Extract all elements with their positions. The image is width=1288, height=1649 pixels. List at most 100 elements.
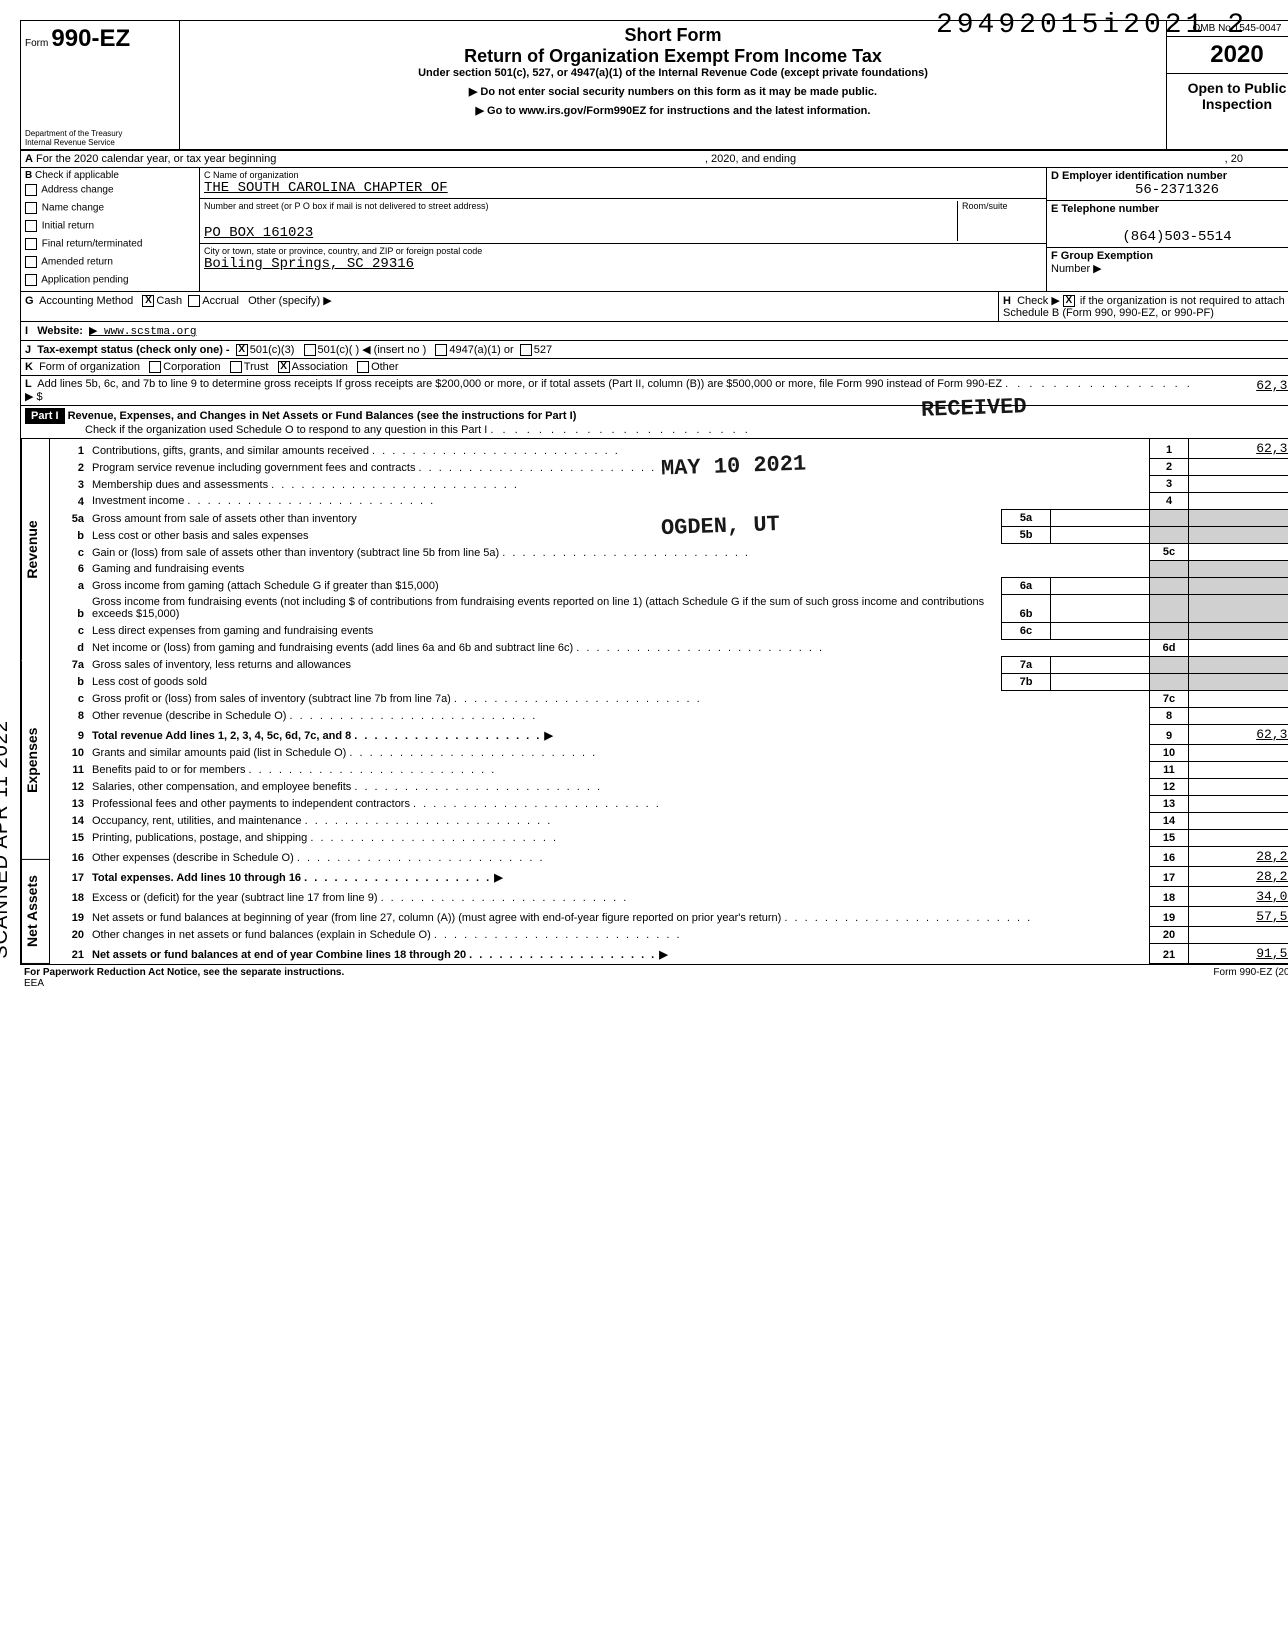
line-desc: Net assets or fund balances at beginning…: [88, 906, 1150, 926]
line-desc: Grants and similar amounts paid (list in…: [88, 744, 1150, 761]
trust-checkbox[interactable]: [230, 361, 242, 373]
sched-b-checkbox[interactable]: X: [1063, 295, 1075, 307]
line-a-mid: , 2020, and ending: [705, 153, 796, 165]
line-a-end: , 20: [1225, 153, 1243, 165]
line-box: 6d: [1150, 639, 1189, 656]
scanned-stamp: SCANNED APR 11 2022: [0, 720, 13, 959]
line-desc: Total revenue Add lines 1, 2, 3, 4, 5c, …: [88, 724, 1150, 744]
cash-checkbox[interactable]: X: [142, 295, 154, 307]
short-form: Short Form: [184, 25, 1162, 46]
line-desc: Salaries, other compensation, and employ…: [88, 778, 1150, 795]
line-number: 7a: [50, 656, 88, 673]
mid-amount: [1051, 527, 1150, 544]
mid-box: 6c: [1002, 622, 1051, 639]
label-h: H: [1003, 295, 1011, 307]
line-amount: 62,310: [1189, 724, 1288, 744]
line-number: 20: [50, 926, 88, 943]
4947-label: 4947(a)(1) or: [449, 344, 513, 356]
line-desc: Net income or (loss) from gaming and fun…: [88, 639, 1150, 656]
phone: (864)503-5514: [1051, 229, 1288, 245]
part1-check: Check if the organization used Schedule …: [85, 424, 487, 436]
checkbox[interactable]: [25, 184, 37, 196]
line-box: 20: [1150, 926, 1189, 943]
checkbox[interactable]: [25, 220, 37, 232]
line-number: 13: [50, 795, 88, 812]
line-desc: Occupancy, rent, utilities, and maintena…: [88, 812, 1150, 829]
mid-box: 7a: [1002, 656, 1051, 673]
line-box: 12: [1150, 778, 1189, 795]
line-desc: Membership dues and assessments . . . . …: [88, 476, 1150, 493]
paperwork-notice: For Paperwork Reduction Act Notice, see …: [24, 967, 344, 978]
other-org-checkbox[interactable]: [357, 361, 369, 373]
label-b: B: [25, 170, 32, 181]
line-amount: 28,267: [1189, 846, 1288, 866]
line-number: 1: [50, 439, 88, 459]
label-j: J: [25, 344, 31, 356]
mid-box: 6a: [1002, 577, 1051, 594]
line-k: K Form of organization Corporation Trust…: [21, 359, 1288, 376]
line-number: 11: [50, 761, 88, 778]
line-number: a: [50, 577, 88, 594]
accrual-checkbox[interactable]: [188, 295, 200, 307]
527-label: 527: [534, 344, 552, 356]
box-b-item: Amended return: [41, 257, 113, 268]
line-number: 14: [50, 812, 88, 829]
label-room: Room/suite: [962, 201, 1042, 211]
form-header: Form 990-EZ Department of the Treasury I…: [21, 21, 1288, 151]
527-checkbox[interactable]: [520, 344, 532, 356]
line-desc: Program service revenue including govern…: [88, 459, 1150, 476]
line-number: b: [50, 594, 88, 622]
line-number: 3: [50, 476, 88, 493]
line-k-text: Form of organization: [39, 361, 140, 373]
part1-title: Revenue, Expenses, and Changes in Net As…: [68, 410, 577, 422]
ein: 56-2371326: [1051, 182, 1288, 198]
line-box: 1: [1150, 439, 1189, 459]
website: ▶ www.scstma.org: [89, 326, 196, 338]
line-number: b: [50, 527, 88, 544]
line-number: 18: [50, 886, 88, 906]
line-desc: Printing, publications, postage, and shi…: [88, 829, 1150, 846]
form-prefix: Form: [25, 38, 48, 49]
checkbox[interactable]: [25, 256, 37, 268]
label-f: F Group Exemption: [1051, 250, 1288, 262]
line-amount: [1189, 761, 1288, 778]
line-l-text: Add lines 5b, 6c, and 7b to line 9 to de…: [37, 378, 1002, 390]
mid-amount: [1051, 577, 1150, 594]
line-amount: 57,540: [1189, 906, 1288, 926]
501c3-checkbox[interactable]: X: [236, 344, 248, 356]
mid-amount: [1051, 622, 1150, 639]
line-amount: [1189, 926, 1288, 943]
label-l: L: [25, 378, 32, 390]
form-990ez: Form 990-EZ Department of the Treasury I…: [20, 20, 1288, 965]
header-center: Short Form Return of Organization Exempt…: [180, 21, 1166, 149]
corp-checkbox[interactable]: [149, 361, 161, 373]
assoc-checkbox[interactable]: X: [278, 361, 290, 373]
line-desc: Gaming and fundraising events: [88, 561, 1150, 578]
checkbox[interactable]: [25, 238, 37, 250]
other-label: Other (specify) ▶: [248, 295, 332, 307]
line-desc: Gross amount from sale of assets other t…: [88, 510, 1002, 527]
line-box: 11: [1150, 761, 1189, 778]
tax-year: 2020: [1167, 37, 1288, 74]
box-b: B Check if applicable Address change Nam…: [21, 168, 200, 291]
checkbox[interactable]: [25, 202, 37, 214]
line-box: 5c: [1150, 544, 1189, 561]
501c-checkbox[interactable]: [304, 344, 316, 356]
4947-checkbox[interactable]: [435, 344, 447, 356]
insert-no: ) ◀ (insert no ): [355, 344, 426, 356]
cash-label: Cash: [156, 295, 182, 307]
line-number: 10: [50, 744, 88, 761]
line-number: 19: [50, 906, 88, 926]
line-number: c: [50, 622, 88, 639]
ogden-stamp: OGDEN, UT: [661, 512, 781, 541]
checkbox[interactable]: [25, 274, 37, 286]
line-amount: 28,267: [1189, 866, 1288, 886]
line-box: 14: [1150, 812, 1189, 829]
line-amount: 34,043: [1189, 886, 1288, 906]
line-box: 4: [1150, 493, 1189, 510]
line-number: d: [50, 639, 88, 656]
label-c-city: City or town, state or province, country…: [204, 246, 1042, 256]
mid-amount: [1051, 673, 1150, 690]
line-number: 17: [50, 866, 88, 886]
line-number: 4: [50, 493, 88, 510]
